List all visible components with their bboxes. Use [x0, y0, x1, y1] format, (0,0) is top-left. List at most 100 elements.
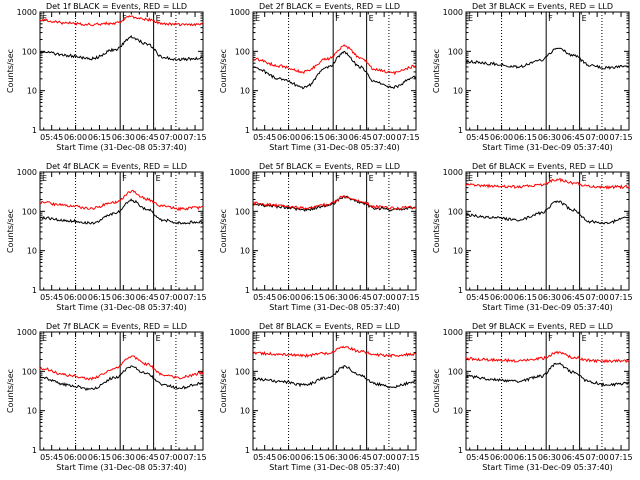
x-tick-label: 06:45: [349, 453, 372, 462]
plot-frame: [465, 11, 630, 131]
x-tick-label: 06:15: [514, 453, 537, 462]
x-tick-label: 06:15: [301, 293, 324, 302]
y-tick-label: 100: [448, 367, 463, 376]
x-tick-label: 06:15: [88, 133, 111, 142]
x-tick-label: 07:15: [610, 453, 633, 462]
y-axis-label: Counts/sec: [432, 369, 441, 413]
y-tick-label: 1000: [230, 8, 250, 17]
y-tick-label: 1000: [443, 8, 463, 17]
x-tick-label: 06:30: [112, 293, 135, 302]
detector-panel: Det 4f BLACK = Events, RED = LLD 1 10 100 10…: [6, 162, 207, 312]
y-tick-label: 10: [240, 407, 250, 416]
y-axis-label: Counts/sec: [219, 369, 228, 413]
y-tick-label: 10: [453, 247, 463, 256]
corner-label: E: [255, 174, 260, 183]
lld-series-line: [39, 355, 204, 381]
time-marker-label: E: [582, 334, 587, 343]
lld-series-line: [465, 350, 630, 364]
x-tick-label: 06:15: [88, 293, 111, 302]
x-tick-label: 07:15: [397, 453, 420, 462]
x-tick-label: 05:45: [40, 453, 63, 462]
panel-title: Det 6f BLACK = Events, RED = LLD: [472, 162, 613, 171]
x-tick-label: 06:00: [277, 133, 300, 142]
y-axis-label: Counts/sec: [6, 49, 15, 93]
x-tick-label: 06:30: [325, 453, 348, 462]
x-tick-label: 07:15: [397, 133, 420, 142]
lld-series-line: [39, 189, 204, 212]
x-tick-label: 07:15: [184, 133, 207, 142]
x-tick-label: 06:15: [514, 133, 537, 142]
y-tick-label: 100: [22, 367, 37, 376]
y-tick-label: 1: [32, 446, 37, 455]
panel-title: Det 5f BLACK = Events, RED = LLD: [259, 162, 400, 171]
events-series-line: [465, 47, 630, 70]
y-tick-label: 1000: [443, 328, 463, 337]
y-tick-label: 100: [235, 47, 250, 56]
lld-series-line: [39, 15, 204, 27]
x-tick-label: 06:30: [112, 453, 135, 462]
y-tick-label: 100: [235, 207, 250, 216]
time-marker-label: E: [156, 334, 161, 343]
x-tick-label: 05:45: [253, 453, 276, 462]
x-tick-label: 07:15: [397, 293, 420, 302]
x-tick-label: 05:45: [466, 133, 489, 142]
y-tick-label: 1: [245, 126, 250, 135]
time-marker-label: F: [548, 334, 553, 343]
x-tick-label: 07:00: [586, 453, 609, 462]
y-tick-label: 10: [453, 407, 463, 416]
y-tick-label: 10: [240, 87, 250, 96]
y-axis-label: Counts/sec: [432, 209, 441, 253]
lld-series-line: [252, 195, 417, 211]
panel-title: Det 7f BLACK = Events, RED = LLD: [46, 322, 187, 331]
panel-title: Det 3f BLACK = Events, RED = LLD: [472, 2, 613, 11]
time-marker-label: E: [156, 174, 161, 183]
events-series-line: [252, 365, 417, 389]
y-tick-label: 10: [27, 407, 37, 416]
x-tick-label: 07:00: [373, 293, 396, 302]
x-tick-label: 06:45: [562, 453, 585, 462]
y-tick-label: 10: [27, 247, 37, 256]
x-tick-label: 06:15: [301, 133, 324, 142]
x-tick-label: 06:45: [349, 293, 372, 302]
x-tick-label: 07:15: [610, 293, 633, 302]
corner-label: E: [468, 14, 473, 23]
corner-label: E: [42, 334, 47, 343]
time-marker-label: F: [335, 14, 340, 23]
x-axis-label: Start Time (31-Dec-08 05:37:40): [56, 463, 187, 472]
x-tick-label: 07:00: [586, 293, 609, 302]
events-series-line: [466, 200, 630, 225]
x-tick-label: 05:45: [253, 293, 276, 302]
time-marker-label: E: [582, 14, 587, 23]
y-tick-label: 1000: [230, 168, 250, 177]
plot-frame: [252, 331, 417, 451]
x-tick-label: 06:30: [325, 133, 348, 142]
x-tick-label: 06:15: [514, 293, 537, 302]
detector-panel: Det 5f BLACK = Events, RED = LLD 1 10 100 10…: [219, 162, 420, 312]
plot-frame: [39, 11, 204, 131]
x-tick-label: 06:00: [64, 293, 87, 302]
plot-frame: [39, 331, 204, 451]
detector-panel: Det 3f BLACK = Events, RED = LLD 1 10 100 10…: [432, 2, 633, 152]
plot-frame: [39, 171, 204, 291]
x-tick-label: 06:45: [349, 133, 372, 142]
events-series-line: [252, 50, 417, 90]
time-marker-label: F: [548, 174, 553, 183]
y-axis-label: Counts/sec: [432, 49, 441, 93]
y-tick-label: 1: [245, 446, 250, 455]
x-tick-label: 06:00: [64, 133, 87, 142]
panel-title: Det 2f BLACK = Events, RED = LLD: [259, 2, 400, 11]
events-series-line: [39, 365, 204, 391]
detector-panel: Det 9f BLACK = Events, RED = LLD 1 10 100 10…: [432, 322, 633, 472]
x-tick-label: 06:15: [301, 453, 324, 462]
x-tick-label: 07:15: [184, 293, 207, 302]
x-tick-label: 07:00: [160, 133, 183, 142]
x-axis-label: Start Time (31-Dec-08 05:37:40): [56, 143, 187, 152]
plot-frame: [465, 331, 630, 451]
x-tick-label: 06:00: [277, 453, 300, 462]
corner-label: E: [255, 14, 260, 23]
y-tick-label: 100: [22, 207, 37, 216]
corner-label: E: [42, 174, 47, 183]
y-tick-label: 10: [27, 87, 37, 96]
panel-title: Det 8f BLACK = Events, RED = LLD: [259, 322, 400, 331]
